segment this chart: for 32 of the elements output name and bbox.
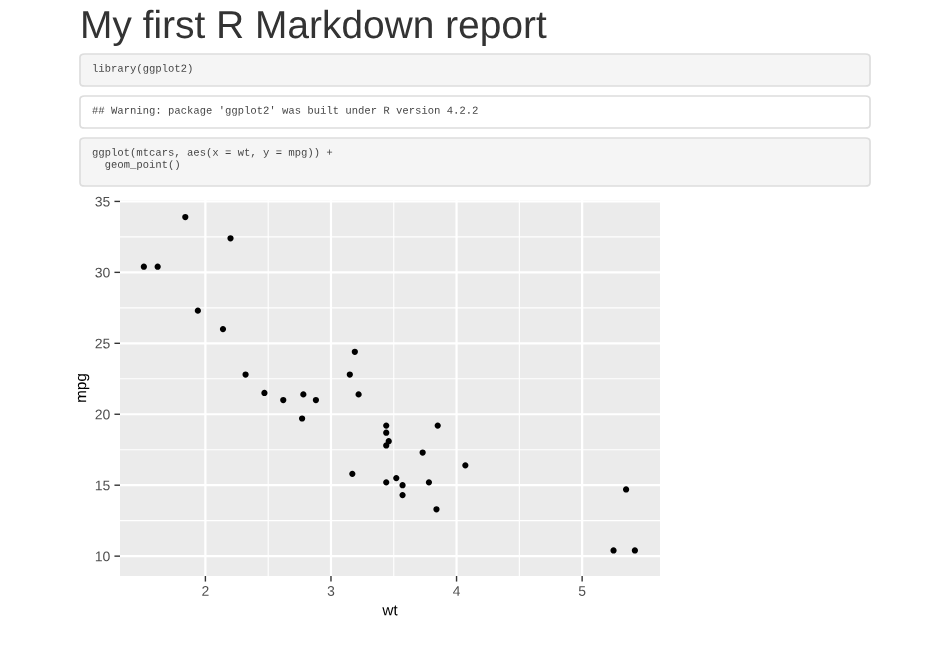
point (182, 213, 189, 221)
point (346, 371, 353, 378)
point (154, 263, 161, 270)
point (312, 396, 320, 404)
point (219, 326, 227, 333)
point (631, 547, 638, 554)
point (610, 547, 617, 554)
point (140, 263, 147, 270)
point (383, 429, 390, 436)
point (242, 371, 249, 378)
point (462, 462, 469, 469)
point (383, 422, 390, 429)
point (434, 422, 441, 429)
point (399, 492, 406, 499)
point (194, 307, 201, 314)
point (261, 389, 268, 397)
point (227, 235, 234, 242)
point (425, 479, 433, 486)
point (300, 391, 307, 398)
point (351, 348, 358, 355)
point (433, 506, 440, 513)
point (393, 474, 400, 482)
chart-title: My first R Markdown report (83, 9, 547, 47)
point (298, 415, 306, 422)
point (355, 391, 362, 398)
point (383, 479, 390, 486)
point (399, 482, 406, 489)
point (622, 486, 630, 493)
point (280, 396, 287, 404)
point (383, 442, 390, 449)
point (349, 470, 356, 477)
point (419, 449, 426, 456)
